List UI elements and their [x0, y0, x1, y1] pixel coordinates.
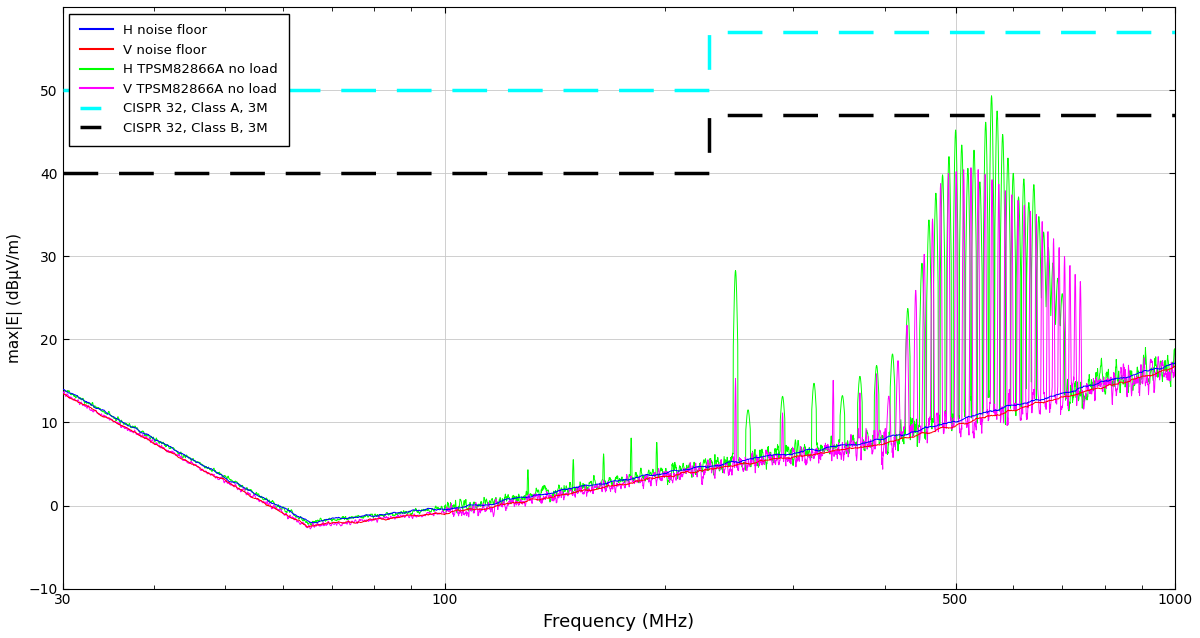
Y-axis label: max|E| (dBμV/m): max|E| (dBμV/m): [7, 233, 23, 363]
Legend: H noise floor, V noise floor, H TPSM82866A no load, V TPSM82866A no load, CISPR : H noise floor, V noise floor, H TPSM8286…: [70, 13, 289, 145]
X-axis label: Frequency (MHz): Frequency (MHz): [544, 613, 695, 631]
